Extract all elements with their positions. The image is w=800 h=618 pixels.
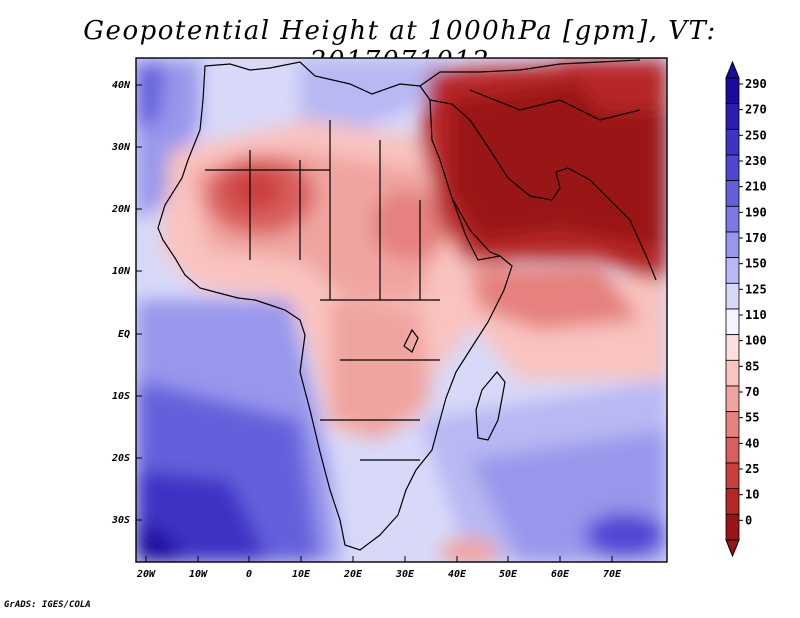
colorbar-swatch [725, 436, 740, 464]
colorbar-label: 100 [745, 334, 767, 348]
height-field [136, 58, 667, 562]
colorbar-swatch [725, 462, 740, 490]
colorbar-label: 55 [745, 411, 759, 425]
coastlines [157, 59, 657, 551]
lat-tick-label: 10N [112, 266, 131, 277]
lon-tick-label: 20E [343, 569, 363, 580]
map-frame [135, 57, 668, 563]
lon-tick-label: 10W [189, 569, 208, 580]
colorbar-label: 125 [745, 282, 767, 296]
colorbar-swatch [725, 282, 740, 310]
lon-tick-label: 20W [136, 569, 156, 580]
lat-tick-label: 10S [112, 391, 130, 402]
lon-tick-label: 10E [292, 569, 311, 580]
colorbar: 2902702502302101901701501251101008570554… [725, 60, 767, 558]
lon-tick-label: 40E [448, 569, 467, 580]
colorbar-swatch [725, 231, 740, 259]
colorbar-swatch [725, 154, 740, 182]
colorbar-swatch [725, 128, 740, 156]
colorbar-label: 250 [745, 128, 767, 142]
colorbar-top-arrow [725, 60, 740, 79]
colorbar-label: 10 [745, 488, 759, 502]
colorbar-swatch [725, 411, 740, 438]
lat-tick-label: 40N [112, 80, 131, 91]
colorbar-swatch [725, 308, 740, 336]
colorbar-swatch [725, 334, 740, 361]
colorbar-label: 270 [745, 103, 767, 117]
colorbar-label: 0 [745, 513, 752, 527]
lat-tick-label: EQ [118, 329, 130, 340]
lat-tick-label: 30N [111, 142, 131, 153]
colorbar-swatch [725, 77, 740, 105]
colorbar-label: 25 [745, 462, 759, 476]
colorbar-label: 150 [745, 257, 767, 271]
latitude-ticks: 40N 30N 20N 10N EQ 10S 20S 30S [111, 80, 142, 526]
lon-tick-label: 50E [499, 569, 518, 580]
longitude-ticks: 20W 10W 0 10E 20E 30E 40E 50E 60E 70E [136, 556, 622, 580]
lon-tick-label: 70E [603, 569, 622, 580]
colorbar-swatch [725, 103, 740, 130]
lon-tick-label: 60E [551, 569, 570, 580]
colorbar-swatch [725, 385, 740, 413]
colorbar-label: 230 [745, 154, 767, 168]
colorbar-label: 210 [745, 180, 767, 194]
colorbar-label: 290 [745, 77, 767, 91]
colorbar-label: 190 [745, 205, 767, 219]
colorbar-swatch [725, 488, 740, 515]
colorbar-bottom-arrow [725, 539, 740, 558]
credit-label: GrADS: IGES/COLA [4, 600, 91, 610]
lat-tick-label: 20N [111, 204, 131, 215]
lat-tick-label: 30S [111, 515, 130, 526]
colorbar-label: 110 [745, 308, 767, 322]
colorbar-label: 40 [745, 436, 759, 450]
lat-tick-label: 20S [111, 453, 130, 464]
colorbar-swatch [725, 180, 740, 207]
lon-tick-label: 0 [246, 569, 252, 580]
colorbar-swatch [725, 257, 740, 284]
colorbar-swatch [725, 513, 740, 541]
colorbar-label: 170 [745, 231, 767, 245]
colorbar-label: 85 [745, 359, 759, 373]
colorbar-label: 70 [745, 385, 759, 399]
lon-tick-label: 30E [395, 569, 415, 580]
colorbar-swatch [725, 205, 740, 233]
colorbar-swatch [725, 359, 740, 387]
